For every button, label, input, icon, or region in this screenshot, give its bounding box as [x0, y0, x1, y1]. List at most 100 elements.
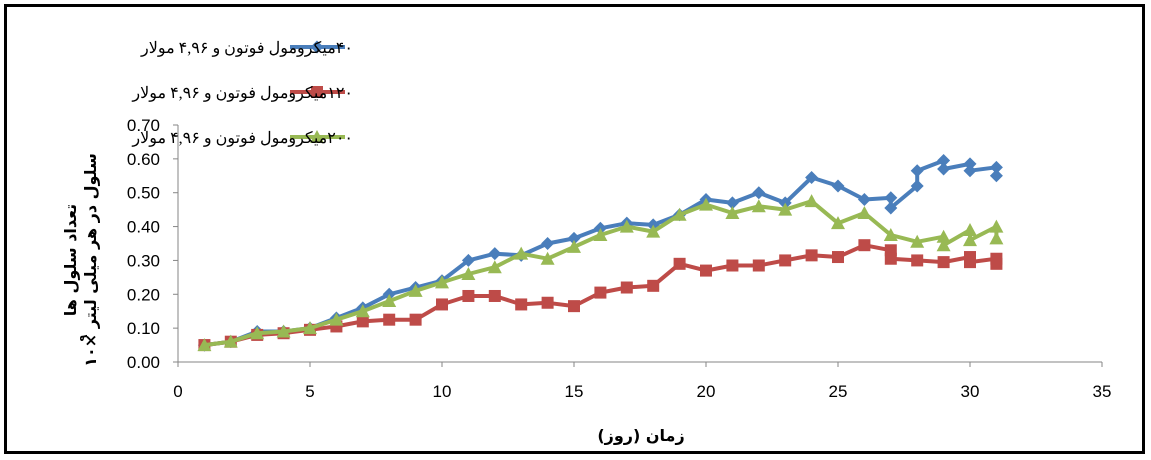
data-point — [752, 186, 766, 200]
data-point — [409, 313, 422, 326]
data-point — [515, 298, 528, 311]
legend-swatch-marker — [310, 130, 324, 143]
series-line — [204, 243, 999, 348]
legend-item-3: ۲۰۰میکرومول فوتون و ۴,۹۶ مولار — [131, 130, 353, 147]
y-axis-title: تعداد سلول ها سلول در هر میلی لیتر ×۱۰ ۹ — [61, 153, 100, 367]
data-point — [857, 192, 871, 206]
data-point — [937, 256, 950, 269]
data-point — [725, 206, 740, 220]
data-point — [567, 231, 581, 245]
data-point — [910, 179, 924, 193]
data-point — [568, 300, 580, 313]
axes — [173, 124, 1103, 367]
series-1 — [197, 154, 1003, 352]
data-point — [990, 257, 1003, 270]
data-point — [435, 275, 449, 289]
data-point — [514, 246, 529, 260]
data-point — [541, 296, 554, 309]
data-point — [436, 298, 448, 311]
data-point — [540, 251, 555, 265]
data-point — [408, 283, 423, 297]
data-point — [355, 304, 370, 318]
data-point — [620, 281, 633, 294]
data-point — [647, 279, 660, 292]
data-point — [963, 222, 977, 236]
data-point — [461, 253, 475, 267]
data-point — [329, 312, 344, 326]
data-point — [831, 216, 845, 230]
x-tick-label: 25 — [829, 382, 848, 401]
y-tick-label: 0.40 — [127, 218, 160, 237]
data-point — [884, 201, 898, 215]
x-tick-label: 0 — [173, 382, 182, 401]
legend-item-1: ۴۰میکرومول فوتون و ۴,۹۶ مولار — [140, 40, 353, 57]
data-point — [594, 286, 607, 299]
data-point — [197, 338, 212, 352]
data-point — [857, 206, 872, 220]
series-2 — [198, 239, 1003, 352]
data-point — [963, 233, 977, 247]
data-point — [488, 247, 502, 261]
series-3 — [197, 194, 1004, 352]
data-point — [910, 164, 924, 178]
x-tick-label: 15 — [565, 382, 584, 401]
data-point — [223, 334, 238, 348]
x-tick-label: 10 — [433, 382, 452, 401]
data-point — [964, 256, 976, 269]
data-point — [858, 239, 871, 252]
data-point — [382, 294, 397, 308]
x-tick-label: 30 — [961, 382, 980, 401]
data-point — [593, 228, 608, 242]
data-point — [383, 313, 396, 326]
y-tick-label: 0.10 — [127, 319, 160, 338]
data-point — [936, 238, 951, 252]
data-point — [567, 239, 581, 253]
y-tick-label: 0.20 — [127, 285, 160, 304]
data-point — [963, 157, 977, 171]
y-tick-label: 0.70 — [127, 116, 160, 135]
data-point — [805, 170, 819, 184]
y-tick-label: 0.60 — [127, 150, 160, 169]
legend-item-2: ۱۲۰میکرومول فوتون و ۴,۹۶ مولار — [131, 85, 353, 102]
data-point — [805, 249, 818, 262]
data-point — [963, 164, 977, 178]
x-tick-label: 5 — [305, 382, 314, 401]
data-point — [700, 264, 712, 277]
x-axis-title: زمان (روز) — [597, 426, 684, 445]
y-axis-title-line2: سلول در هر میلی لیتر ×۱۰ — [81, 153, 100, 367]
data-point — [699, 197, 713, 211]
data-point — [461, 266, 476, 280]
data-point — [751, 199, 766, 213]
legend-label: ۲۰۰میکرومول فوتون و ۴,۹۶ مولار — [131, 130, 353, 147]
data-point — [462, 289, 475, 302]
data-point — [726, 259, 739, 272]
legend: ۴۰میکرومول فوتون و ۴,۹۶ مولار ۱۲۰میکرومول… — [131, 40, 353, 147]
data-point — [832, 251, 844, 264]
data-point — [989, 219, 1004, 233]
x-tick-label: 20 — [697, 382, 716, 401]
y-axis-title-exponent: ۹ — [77, 334, 90, 341]
data-point — [276, 324, 291, 338]
legend-label: ۱۲۰میکرومول فوتون و ۴,۹۶ مولار — [131, 85, 353, 102]
data-point — [910, 234, 925, 248]
data-point — [884, 252, 897, 265]
data-point — [779, 254, 792, 267]
data-point — [487, 260, 502, 274]
y-tick-label: 0.50 — [127, 184, 160, 203]
data-point — [250, 326, 265, 340]
data-point — [804, 194, 819, 208]
data-point — [989, 160, 1003, 174]
data-point — [778, 202, 793, 216]
data-point — [883, 228, 898, 242]
legend-swatch-marker — [311, 86, 323, 98]
data-point — [672, 207, 687, 221]
legend-label: ۴۰میکرومول فوتون و ۴,۹۶ مولار — [140, 40, 353, 57]
data-point — [673, 257, 686, 270]
data-point — [936, 229, 951, 243]
data-point — [911, 254, 924, 267]
series-line — [204, 199, 999, 348]
data-point — [752, 259, 765, 272]
data-point — [989, 231, 1004, 245]
data-point — [831, 179, 845, 193]
